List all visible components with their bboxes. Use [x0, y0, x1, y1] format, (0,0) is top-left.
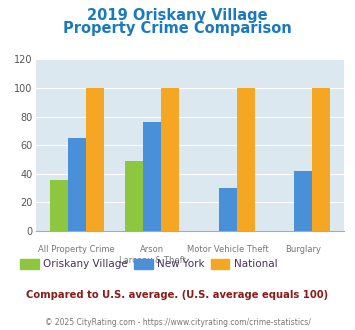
- Bar: [143, 122, 161, 231]
- Bar: [86, 88, 104, 231]
- Bar: [68, 138, 86, 231]
- Text: © 2025 CityRating.com - https://www.cityrating.com/crime-statistics/: © 2025 CityRating.com - https://www.city…: [45, 318, 310, 327]
- Bar: [50, 180, 68, 231]
- Text: Larceny & Theft: Larceny & Theft: [119, 256, 186, 265]
- Bar: [219, 188, 237, 231]
- Text: Arson: Arson: [140, 245, 164, 254]
- Text: Compared to U.S. average. (U.S. average equals 100): Compared to U.S. average. (U.S. average …: [26, 290, 329, 300]
- Bar: [312, 88, 330, 231]
- Text: All Property Crime: All Property Crime: [38, 245, 115, 254]
- Text: Motor Vehicle Theft: Motor Vehicle Theft: [187, 245, 268, 254]
- Bar: [161, 88, 179, 231]
- Text: 2019 Oriskany Village: 2019 Oriskany Village: [87, 8, 268, 23]
- Bar: [237, 88, 255, 231]
- Bar: [294, 171, 312, 231]
- Text: Burglary: Burglary: [285, 245, 321, 254]
- Bar: [125, 161, 143, 231]
- Legend: Oriskany Village, New York, National: Oriskany Village, New York, National: [16, 255, 282, 274]
- Text: Property Crime Comparison: Property Crime Comparison: [63, 21, 292, 36]
